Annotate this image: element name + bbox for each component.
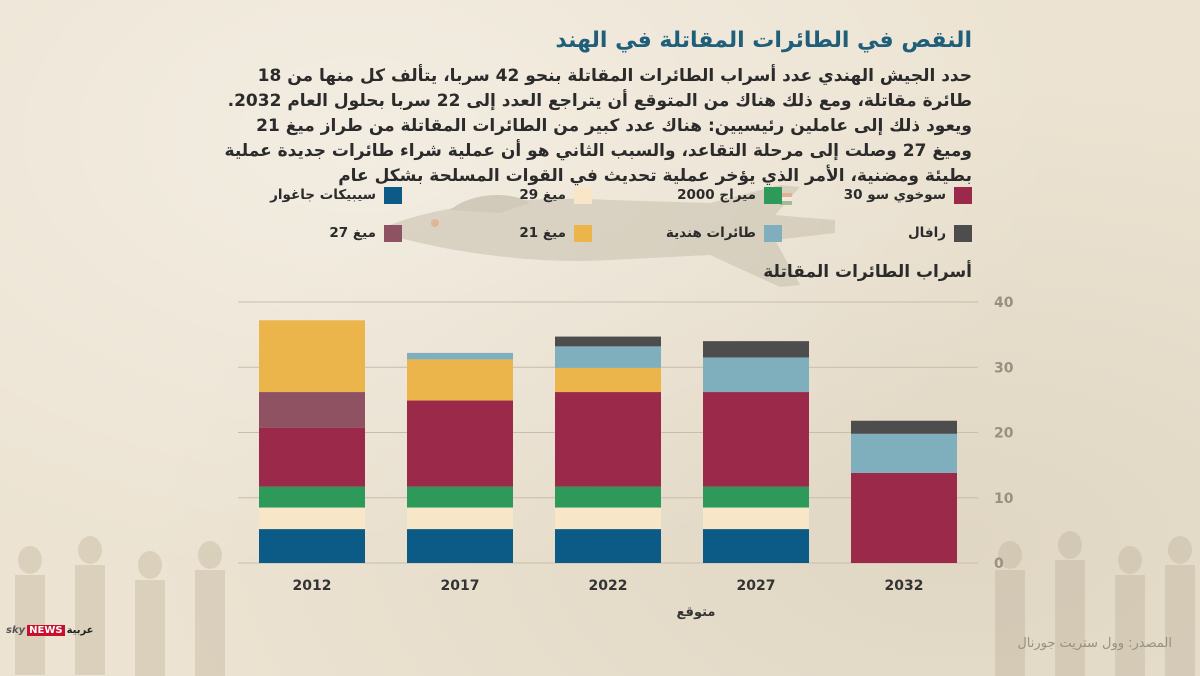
bar-segment [407,529,513,563]
legend-item: ميغ 27 [212,224,402,242]
legend-label: ميغ 21 [519,225,566,241]
legend-label: سوخوي سو 30 [843,187,946,203]
bar-segment [703,529,809,563]
bar-segment [407,352,513,360]
y-tick-label: 10 [994,491,1014,507]
bar-segment [407,359,513,401]
legend-swatch [384,186,402,204]
legend-item: طائرات هندية [592,224,782,242]
x-tick-label: 2017 [441,578,480,594]
legend-swatch [764,186,782,204]
bar-segment [703,341,809,358]
legend-label: ميراج 2000 [677,187,756,203]
bar-segment [555,336,661,347]
bar-segment [555,367,661,393]
bar-segment [555,486,661,508]
legend-label: طائرات هندية [665,225,756,241]
x-tick-label: 2027 [737,578,776,594]
legend-swatch [764,224,782,242]
x-tick-label: 2012 [293,578,332,594]
legend-swatch [574,186,592,204]
infographic-title: النقص في الطائرات المقاتلة في الهند [555,28,972,53]
y-tick-label: 0 [994,556,1004,572]
sky-news-arabia-logo: sky NEWS عربية [6,625,94,636]
bar-segment [555,529,661,563]
legend-swatch [954,224,972,242]
y-tick-label: 20 [994,426,1014,442]
legend-item: سيبيكات جاغوار [212,186,402,204]
logo-news: NEWS [27,625,65,636]
bar-segment [851,472,957,563]
bar-segment [259,320,365,393]
description-text: حدد الجيش الهندي عدد أسراب الطائرات المق… [224,66,972,186]
bar-segment [851,433,957,473]
bar-segment [407,486,513,508]
legend-item: ميغ 21 [402,224,592,242]
legend-item: ميراج 2000 [592,186,782,204]
legend-item: سوخوي سو 30 [782,186,972,204]
bar-segment [259,392,365,428]
legend-swatch [384,224,402,242]
bar-segment [259,427,365,487]
bar-segment [407,507,513,530]
legend-label: ميغ 27 [329,225,376,241]
x-tick-label: 2032 [885,578,924,594]
bar-segment [555,392,661,487]
bar-segment [259,529,365,563]
bar-segment [407,400,513,487]
bar-segment [703,486,809,508]
bar-segment [703,507,809,530]
fighter-jet-illustration [390,185,835,287]
legend-swatch [954,186,972,204]
bar-segment [703,392,809,487]
bar-segment [259,486,365,508]
y-tick-label: 30 [994,360,1014,376]
bar-segment [259,507,365,530]
bar-segment [555,507,661,530]
legend-label: ميغ 29 [519,187,566,203]
logo-arabia: عربية [66,625,94,636]
logo-sky: sky [6,625,26,636]
legend-label: سيبيكات جاغوار [270,187,376,203]
legend-item: ميغ 29 [402,186,592,204]
chart-legend: سوخوي سو 30 ميراج 2000 ميغ 29 سيبيكات جا… [212,186,972,242]
source-text: المصدر: وول ستريت جورنال [1017,636,1172,651]
legend-label: رافال [907,225,946,241]
x-tick-label: 2022 [589,578,628,594]
bar-segment [555,346,661,368]
legend-item: رافال [782,224,972,242]
bar-segment [703,357,809,393]
chart-title: أسراب الطائرات المقاتلة [763,262,972,282]
x-annotation: متوقع [677,605,716,620]
legend-swatch [574,224,592,242]
bar-segment [851,420,957,434]
y-tick-label: 40 [994,295,1014,311]
